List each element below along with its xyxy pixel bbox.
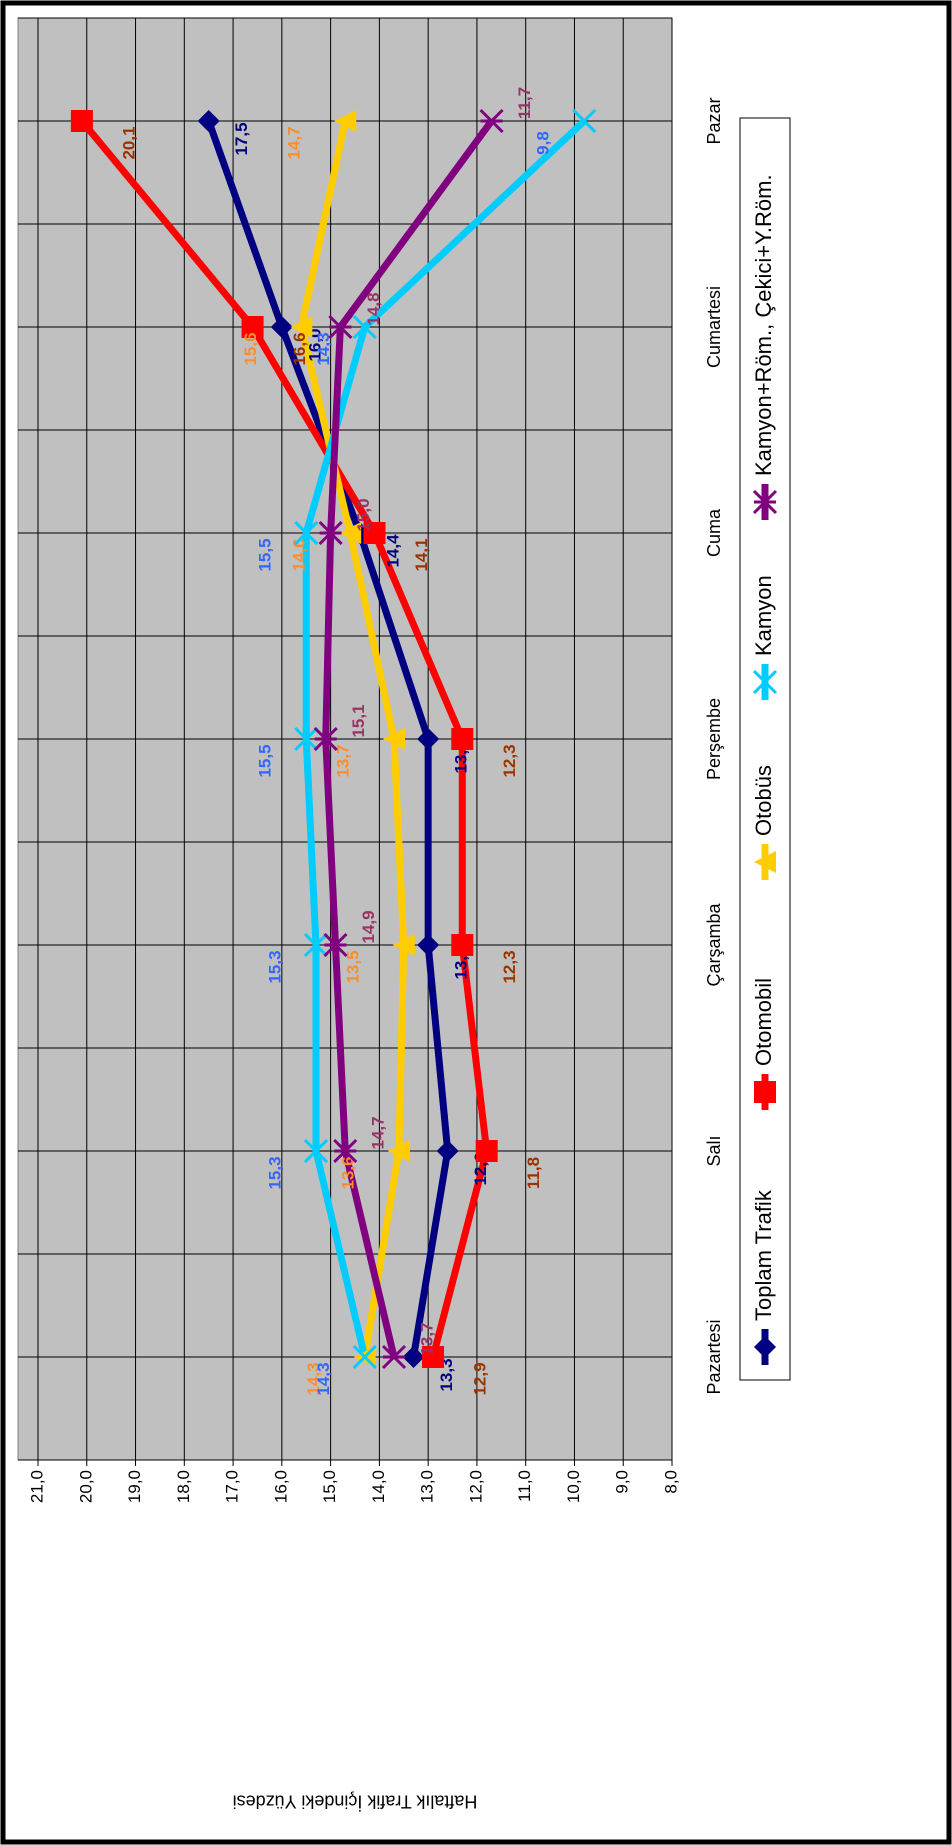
x-tick-label: Çarşamba	[704, 902, 724, 986]
data-point	[436, 1140, 459, 1162]
data-label: 9,8	[534, 131, 553, 155]
y-tick-label: 18,0	[174, 1470, 193, 1503]
data-point	[70, 110, 93, 132]
legend-marker	[752, 669, 778, 695]
data-label: 14,3	[314, 332, 333, 365]
data-point	[387, 1140, 410, 1162]
y-tick-label: 14,0	[369, 1470, 388, 1503]
data-label: 12,3	[500, 950, 519, 983]
data-point	[290, 316, 313, 338]
legend-label: Toplam Trafik	[751, 1189, 776, 1321]
legend	[739, 117, 791, 1381]
data-point	[241, 316, 264, 338]
data-point	[417, 934, 440, 956]
data-label: 12,3	[500, 744, 519, 777]
data-point	[381, 1344, 407, 1370]
x-tick-label: Salı	[704, 1135, 724, 1166]
data-label: 14,3	[314, 1362, 333, 1395]
data-label: 12,9	[471, 1362, 490, 1395]
data-label: 13,7	[417, 1322, 436, 1355]
legend-marker	[754, 1081, 776, 1103]
data-label: 17,5	[232, 122, 251, 155]
data-point	[572, 108, 597, 134]
y-tick-label: 17,0	[223, 1470, 242, 1503]
y-tick-label: 20,0	[76, 1470, 95, 1503]
data-point	[451, 728, 474, 750]
legend-marker	[754, 851, 776, 873]
y-tick-label: 8,0	[661, 1470, 680, 1494]
data-label: 14,9	[359, 910, 378, 943]
data-label: 15,1	[349, 704, 368, 737]
data-point	[363, 522, 386, 544]
data-label: 15,0	[354, 498, 373, 531]
y-tick-label: 9,0	[613, 1470, 632, 1494]
chart-body: 8,0 9,0 10,0 11,0 12,0 13,0 14,0 15,0 16,0 17,0 18…	[17, 17, 791, 1811]
legend-label: Otomobil	[751, 978, 776, 1066]
data-point	[328, 314, 353, 340]
data-point	[475, 1140, 498, 1162]
data-point	[392, 934, 415, 956]
y-tick-label: 11,0	[515, 1470, 534, 1502]
data-point	[318, 520, 343, 546]
data-point	[339, 522, 362, 544]
data-point	[313, 726, 338, 752]
data-point	[422, 1346, 445, 1368]
y-tick-label: 21,0	[27, 1470, 46, 1503]
y-tick-label: 10,0	[564, 1470, 583, 1503]
data-label: 15,5	[256, 744, 275, 777]
data-point	[451, 934, 474, 956]
data-point	[270, 316, 293, 338]
y-tick-label: 16,0	[271, 1470, 290, 1503]
y-tick-label: 15,0	[320, 1470, 339, 1503]
data-label: 13,6	[338, 1156, 357, 1189]
x-tick-label: Cumartesi	[704, 286, 724, 368]
data-point	[383, 728, 406, 750]
data-point	[323, 932, 348, 958]
data-label: 14,8	[364, 292, 383, 325]
data-point	[303, 932, 329, 958]
data-point	[352, 314, 377, 340]
data-label: 14,4	[383, 534, 402, 568]
y-tick-label: 12,0	[466, 1470, 485, 1503]
data-label: 14,1	[412, 538, 431, 571]
y-tick-label: 19,0	[125, 1470, 144, 1503]
legend-label: Otobüs	[751, 765, 776, 836]
data-label: 16,6	[290, 332, 309, 365]
data-label: 20,1	[119, 126, 138, 159]
x-tick-label: Cuma	[704, 508, 724, 557]
data-point	[303, 1138, 329, 1164]
data-label: 14,7	[285, 126, 304, 159]
data-label: 15,3	[265, 950, 284, 983]
legend-label: Kamyon+Röm., Çekici+Y.Röm.	[751, 174, 776, 476]
x-tick-label: Pazar	[704, 97, 724, 144]
legend-marker	[754, 1336, 776, 1358]
data-label: 11,7	[515, 87, 534, 119]
data-label: 14,6	[290, 538, 309, 571]
legend-marker	[752, 489, 778, 515]
legend-label: Kamyon	[751, 575, 776, 656]
data-label: 15,5	[256, 538, 275, 571]
y-axis-title: Haftalık Trafik İçindeki Yüzdesi	[233, 1791, 478, 1811]
data-label: 15,6	[241, 332, 260, 365]
data-point	[402, 1346, 425, 1368]
data-point	[352, 1344, 377, 1370]
data-point	[294, 726, 319, 752]
x-tick-label: Perşembe	[704, 698, 724, 780]
x-tick-label: Pazartesi	[704, 1319, 724, 1394]
data-point	[479, 108, 504, 134]
data-point	[334, 110, 357, 132]
data-label: 14,3	[304, 1362, 323, 1395]
data-point	[197, 110, 220, 132]
data-label: 13,7	[333, 744, 352, 777]
y-tick-label: 13,0	[418, 1470, 437, 1503]
data-label: 13,5	[343, 950, 362, 983]
data-point	[333, 1138, 358, 1164]
data-label: 15,3	[265, 1156, 284, 1189]
data-label: 14,7	[369, 1116, 388, 1149]
data-point	[417, 728, 440, 750]
data-point	[294, 520, 319, 546]
data-label: 11,8	[524, 1157, 543, 1189]
